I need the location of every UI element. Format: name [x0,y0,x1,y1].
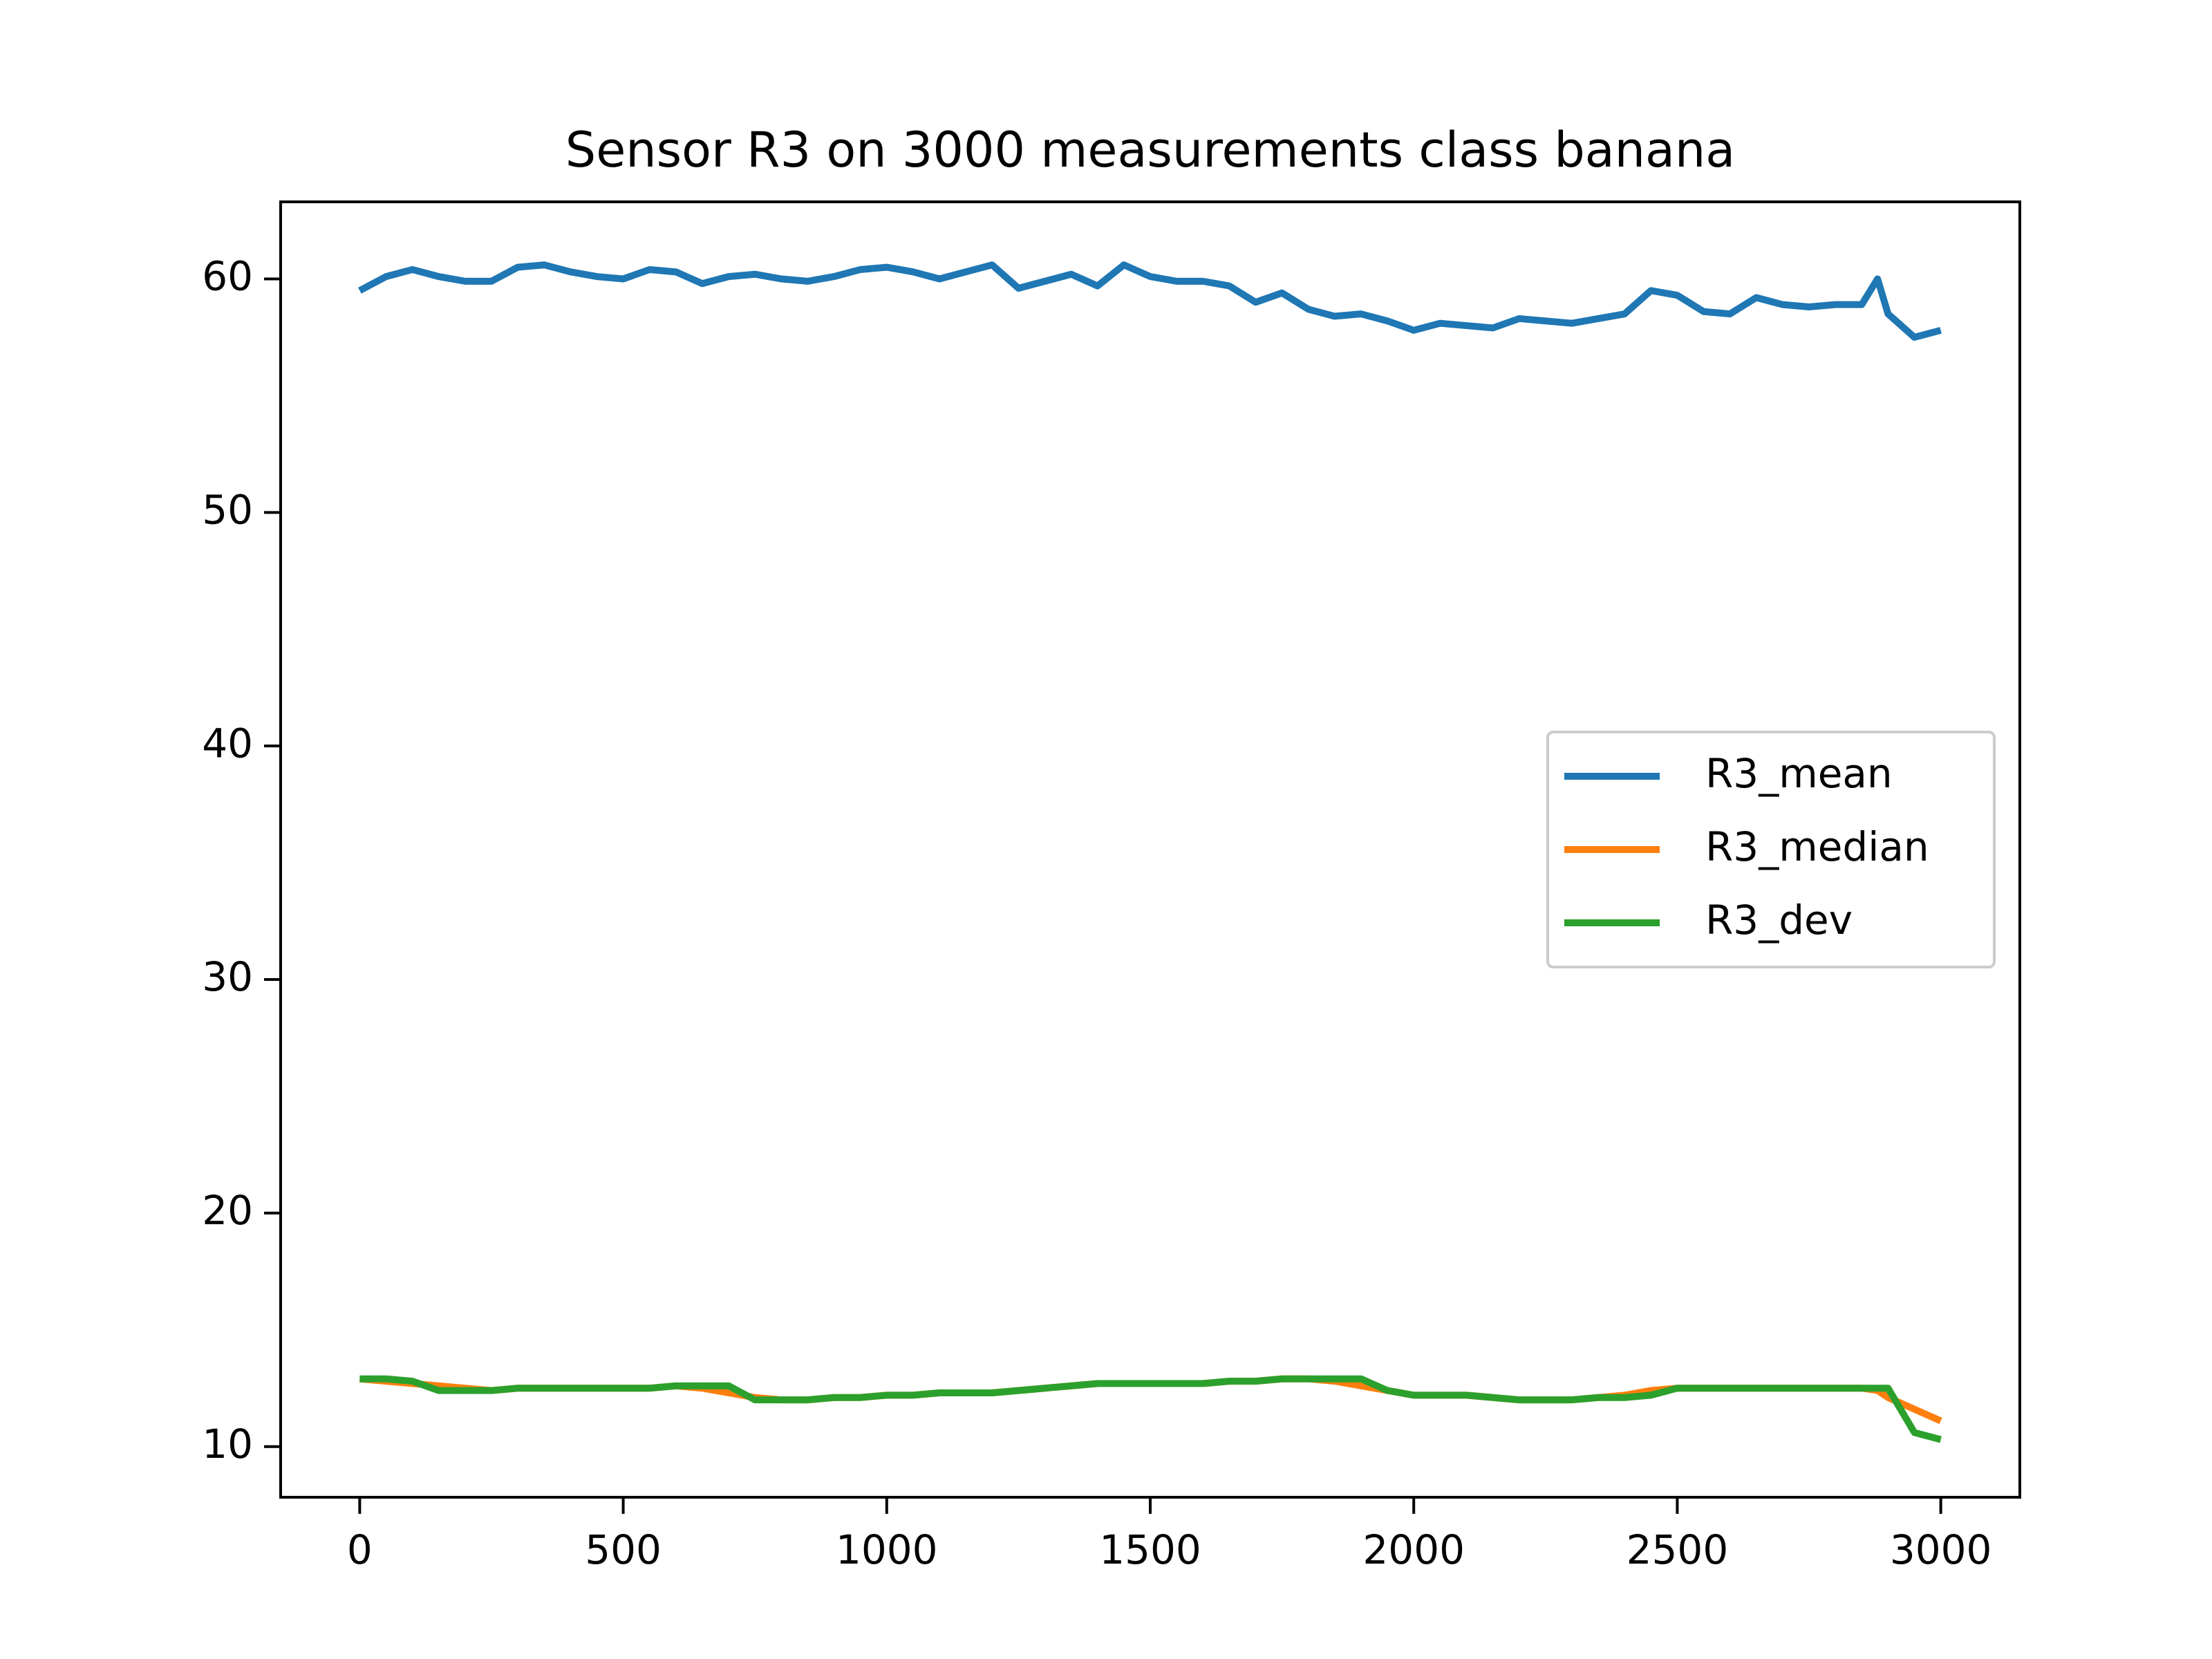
y-tick-label: 30 [202,953,253,1000]
legend-label: R3_mean [1705,750,1893,797]
data-line [359,1375,1942,1443]
legend-label: R3_dev [1705,897,1853,944]
chart-title: Sensor R3 on 3000 measurements class ban… [565,122,1735,178]
x-tick-label: 500 [585,1526,662,1573]
y-tick-label: 10 [202,1421,253,1468]
axes-frame [279,200,2021,1499]
data-line [358,261,1942,341]
x-tick-label: 2500 [1627,1526,1729,1573]
x-tick-label: 1500 [1099,1526,1201,1573]
y-tick-label: 40 [202,720,253,767]
y-tick-label: 50 [202,486,253,533]
legend-label: R3_median [1705,823,1929,870]
y-tick-label: 60 [202,253,253,300]
x-tick-label: 3000 [1890,1526,1992,1573]
x-tick-label: 1000 [836,1526,938,1573]
legend-box [1546,731,1996,968]
y-tick-label: 20 [202,1187,253,1234]
x-tick-label: 2000 [1362,1526,1465,1573]
x-tick-label: 0 [347,1526,373,1573]
